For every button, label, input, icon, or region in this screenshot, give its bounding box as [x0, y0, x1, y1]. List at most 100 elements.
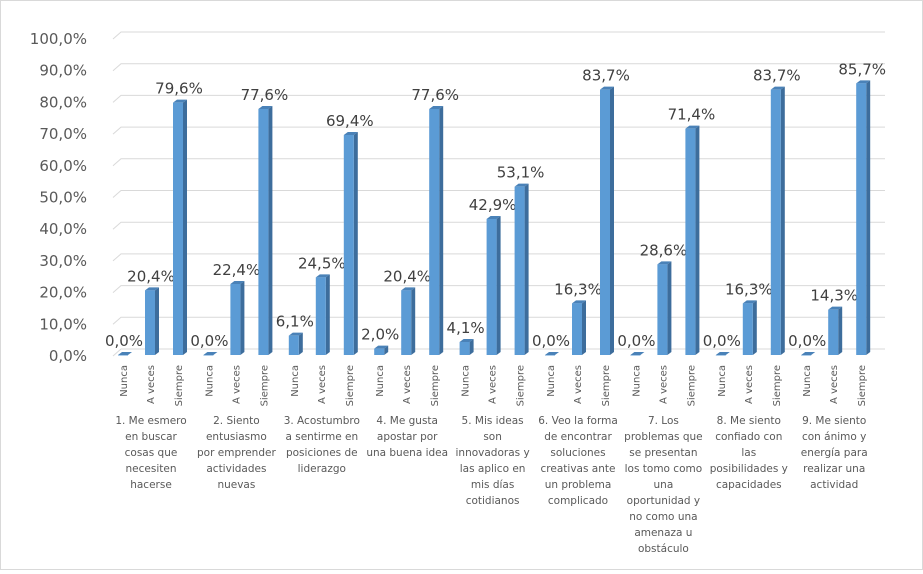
y-tick-label: 0,0% [49, 347, 87, 365]
data-label: 69,4% [326, 112, 374, 130]
category-label-line: liderazgo [298, 463, 346, 475]
data-label: 0,0% [105, 332, 143, 350]
bar [258, 109, 269, 356]
bar-top [572, 300, 586, 304]
bar-top [429, 106, 444, 110]
data-label: 28,6% [640, 241, 688, 259]
bar-side [268, 106, 273, 356]
bar [801, 355, 812, 356]
subcategory-label: Siempre [430, 365, 441, 406]
y-tick-label: 60,0% [39, 157, 87, 175]
bar-side [695, 125, 700, 355]
category-label-line: una [654, 479, 674, 491]
bar-top [401, 287, 416, 291]
data-label: 77,6% [241, 86, 289, 104]
subcategory-label: Nunca [461, 365, 472, 397]
y-tick-label: 20,0% [39, 284, 87, 302]
bar [828, 309, 839, 355]
subcategory-label: A veces [573, 365, 584, 404]
data-label: 22,4% [213, 261, 261, 279]
y-tick-label: 100,0% [30, 30, 87, 48]
bar-side [838, 306, 843, 355]
bar-top [856, 80, 871, 84]
bar-top [343, 132, 358, 136]
bar-top [486, 216, 501, 220]
bar-top [685, 125, 700, 129]
bar-top [715, 352, 730, 355]
bar [118, 355, 128, 356]
bar [459, 342, 470, 355]
y-tick-label: 90,0% [39, 62, 87, 80]
data-label: 79,6% [155, 80, 203, 98]
category-label-line: no como una [629, 511, 697, 523]
data-label: 0,0% [617, 332, 655, 350]
category-label-line: son [483, 431, 502, 443]
bar [401, 290, 412, 355]
y-tick-label: 10,0% [39, 315, 87, 333]
category-label-line: necesiten [126, 463, 177, 475]
data-label: 4,1% [447, 319, 485, 337]
category-label-line: 7. Los [648, 415, 679, 427]
bar-side [610, 86, 614, 356]
bar-top [770, 86, 785, 90]
bar-side [780, 86, 785, 356]
category-label-line: 1. Me esmero [115, 415, 186, 427]
gridline [112, 190, 885, 198]
bar [742, 303, 753, 355]
category-label-line: capacidades [716, 479, 782, 491]
data-label: 71,4% [668, 106, 716, 124]
bar [486, 219, 497, 355]
bar-top [145, 287, 159, 291]
category-label-line: 8. Me siento [717, 415, 781, 427]
bar [600, 89, 610, 356]
data-label: 0,0% [788, 332, 826, 350]
gridline [112, 253, 885, 262]
subcategory-label: A veces [488, 365, 499, 404]
y-tick-label: 70,0% [39, 125, 87, 143]
subcategory-label: A veces [829, 365, 840, 404]
category-label-line: nuevas [217, 479, 255, 491]
bar [856, 83, 867, 356]
subcategory-label: A veces [231, 365, 242, 404]
gridline [112, 126, 885, 135]
bar-top [173, 99, 187, 103]
gridline [112, 31, 885, 40]
category-label-line: las [741, 447, 756, 459]
category-label-line: amenaza u [634, 527, 692, 539]
gridline [112, 158, 885, 167]
bar [715, 355, 726, 356]
category-label-line: innovadoras y [456, 447, 530, 459]
gridline [112, 94, 885, 103]
y-tick-label: 30,0% [39, 252, 87, 270]
bar-top [514, 183, 529, 187]
subcategory-label: Nunca [717, 365, 728, 397]
category-label: 1. Me esmero en buscar cosas que necesiten h… [115, 415, 186, 491]
category-label-line: cotidianos [466, 495, 520, 507]
bar-side [524, 183, 529, 355]
bar-side [667, 261, 672, 355]
data-label: 0,0% [532, 332, 570, 350]
data-label: 6,1% [276, 313, 314, 331]
bar-side [353, 132, 358, 355]
gridline [112, 285, 885, 293]
bar [429, 109, 440, 356]
subcategory-label: Nunca [290, 365, 301, 397]
bar-side [155, 287, 159, 355]
category-label: 7. Los problemas que se presentan los tomo … [624, 415, 702, 555]
subcategory-label: A veces [317, 365, 328, 404]
bar [173, 102, 183, 355]
bar-side [411, 287, 416, 355]
bar-side [752, 300, 757, 355]
bar [630, 355, 641, 356]
subcategory-label: Siempre [686, 365, 697, 406]
bar-side [240, 280, 245, 355]
category-label: 6. Veo la forma de encontrar soluciones cre… [538, 415, 618, 507]
category-label-line: actividad [810, 479, 858, 491]
category-label-line: obstáculo [638, 543, 689, 555]
subcategory-label: Siempre [772, 365, 783, 406]
data-label: 2,0% [361, 326, 399, 344]
bar [315, 277, 326, 355]
category-label-line: 5. Mis ideas [462, 415, 524, 427]
category-label-line: se presentan [629, 447, 697, 459]
